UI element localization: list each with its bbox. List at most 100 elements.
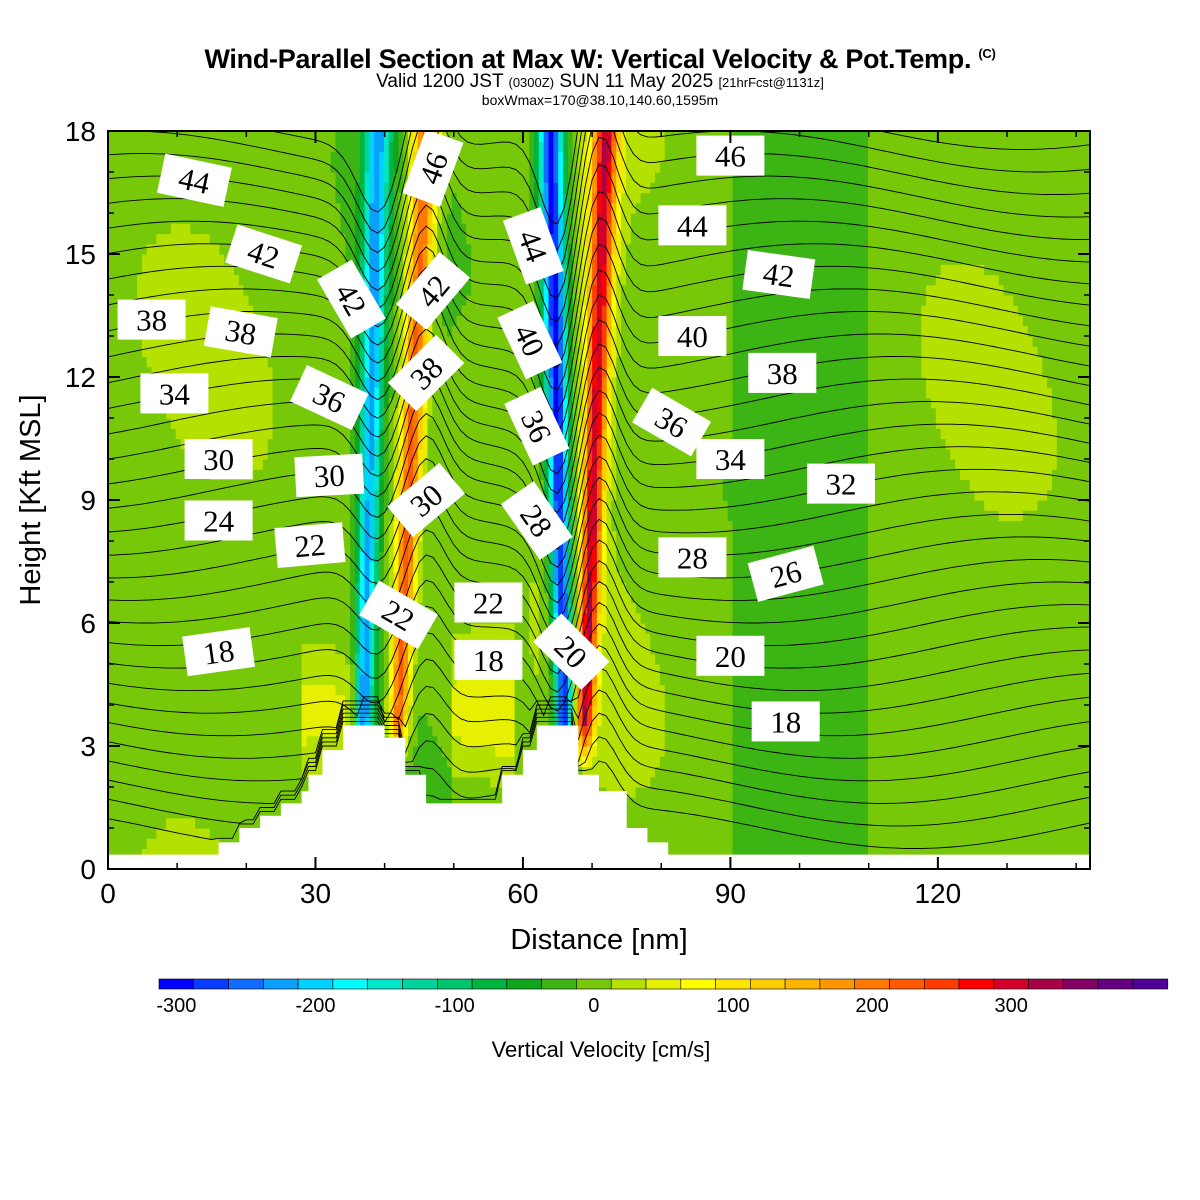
w-cell bbox=[122, 131, 128, 142]
w-cell bbox=[151, 489, 157, 501]
w-cell bbox=[190, 131, 196, 142]
w-cell bbox=[272, 694, 278, 706]
w-cell bbox=[345, 254, 351, 265]
w-cell bbox=[170, 233, 177, 245]
w-cell bbox=[195, 766, 201, 778]
w-cell bbox=[287, 766, 293, 778]
w-cell bbox=[364, 428, 370, 440]
w-cell bbox=[398, 674, 404, 686]
w-cell bbox=[316, 336, 322, 347]
w-cell bbox=[364, 151, 370, 163]
w-cell bbox=[175, 520, 182, 532]
w-cell bbox=[253, 592, 259, 604]
w-cell bbox=[122, 643, 128, 655]
w-cell bbox=[195, 243, 201, 255]
w-cell bbox=[132, 694, 138, 706]
w-cell bbox=[398, 643, 404, 655]
w-cell bbox=[364, 264, 370, 276]
w-cell bbox=[151, 848, 157, 860]
w-cell bbox=[316, 592, 322, 604]
w-cell bbox=[325, 346, 332, 358]
w-cell bbox=[108, 397, 114, 409]
w-cell bbox=[374, 479, 380, 491]
w-cell bbox=[146, 223, 153, 235]
w-cell bbox=[398, 192, 404, 204]
w-cell bbox=[112, 151, 119, 163]
w-cell bbox=[258, 766, 264, 778]
w-cell bbox=[296, 684, 303, 696]
w-cell bbox=[224, 602, 230, 614]
w-cell bbox=[379, 407, 385, 419]
w-cell bbox=[379, 336, 385, 347]
w-cell bbox=[122, 541, 128, 552]
w-cell bbox=[161, 356, 167, 368]
w-cell bbox=[374, 141, 380, 153]
w-cell bbox=[108, 848, 114, 860]
w-cell bbox=[137, 172, 143, 183]
w-cell bbox=[170, 715, 177, 727]
w-cell bbox=[325, 623, 332, 634]
w-cell bbox=[262, 694, 269, 706]
w-cell bbox=[369, 264, 375, 276]
w-cell bbox=[330, 735, 337, 747]
w-cell bbox=[146, 500, 153, 511]
w-cell bbox=[141, 336, 148, 347]
w-cell bbox=[185, 787, 191, 798]
w-cell bbox=[166, 356, 172, 368]
w-cell bbox=[354, 161, 361, 173]
w-cell bbox=[204, 151, 211, 163]
w-cell bbox=[132, 254, 138, 265]
w-cell bbox=[432, 448, 438, 460]
w-cell bbox=[175, 694, 182, 706]
w-cell bbox=[277, 459, 283, 470]
w-cell bbox=[383, 500, 390, 511]
w-cell bbox=[137, 694, 143, 706]
w-cell bbox=[243, 407, 249, 419]
w-cell bbox=[388, 151, 395, 163]
w-cell bbox=[161, 571, 167, 583]
w-cell bbox=[146, 787, 153, 798]
w-cell bbox=[151, 776, 157, 788]
w-cell bbox=[398, 561, 404, 573]
w-cell bbox=[398, 254, 404, 265]
w-cell bbox=[204, 551, 211, 563]
w-cell bbox=[311, 592, 317, 604]
w-cell bbox=[311, 233, 317, 245]
w-cell bbox=[122, 366, 128, 378]
w-cell bbox=[141, 274, 148, 286]
w-cell bbox=[127, 735, 133, 747]
w-cell bbox=[127, 213, 133, 224]
w-cell bbox=[364, 387, 370, 399]
w-cell bbox=[151, 551, 157, 563]
w-cell bbox=[137, 715, 143, 727]
w-cell bbox=[398, 469, 404, 481]
w-cell bbox=[200, 735, 206, 747]
w-cell bbox=[311, 243, 317, 255]
w-cell bbox=[432, 582, 438, 593]
w-cell bbox=[137, 448, 143, 460]
w-cell bbox=[417, 131, 424, 142]
w-cell bbox=[185, 223, 191, 235]
w-cell bbox=[156, 356, 162, 368]
w-cell bbox=[185, 756, 191, 768]
w-cell bbox=[146, 756, 153, 768]
w-cell bbox=[137, 756, 143, 768]
w-cell bbox=[325, 141, 332, 153]
w-cell bbox=[277, 674, 283, 686]
w-cell bbox=[258, 500, 264, 511]
w-cell bbox=[388, 131, 395, 142]
w-cell bbox=[427, 571, 433, 583]
w-cell bbox=[301, 561, 307, 573]
w-cell bbox=[374, 643, 380, 655]
w-cell bbox=[379, 428, 385, 440]
w-cell bbox=[161, 510, 167, 522]
w-cell bbox=[383, 469, 390, 481]
w-cell bbox=[175, 459, 182, 470]
w-cell bbox=[224, 735, 230, 747]
w-cell bbox=[340, 561, 346, 573]
w-cell bbox=[393, 397, 399, 409]
w-cell bbox=[180, 459, 186, 470]
w-cell bbox=[185, 305, 191, 317]
w-cell bbox=[432, 223, 438, 235]
w-cell bbox=[267, 735, 274, 747]
